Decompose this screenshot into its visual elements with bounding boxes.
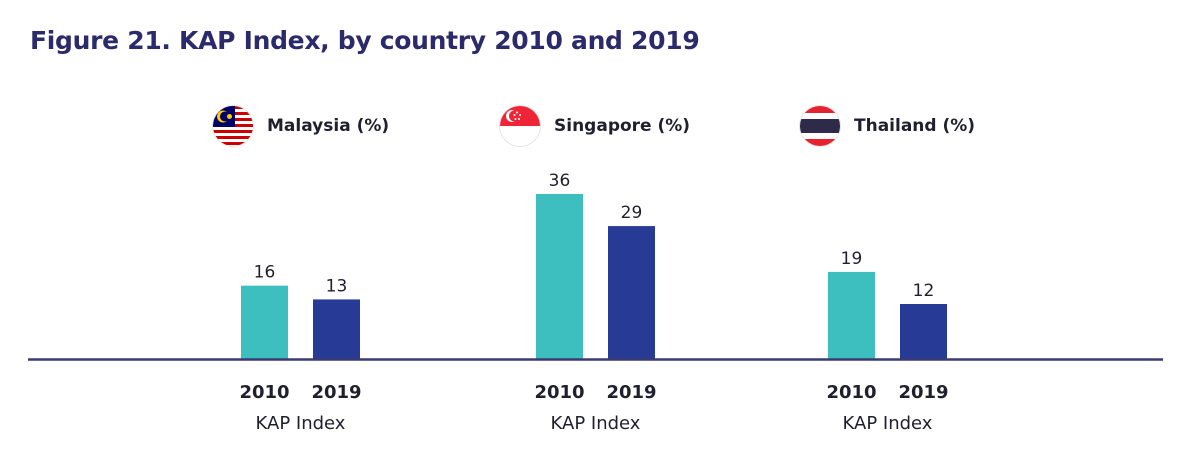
bar-singapore-2019 [608, 226, 655, 359]
data-label-thailand-2019: 12 [913, 281, 935, 301]
singapore-flag-icon [500, 106, 540, 146]
group-label-thailand: KAP Index [843, 413, 933, 434]
legend-label-singapore: Singapore (%) [554, 116, 691, 136]
tick-label-singapore-2010: 2010 [534, 382, 584, 403]
group-label-malaysia: KAP Index [256, 413, 346, 434]
group-label-singapore: KAP Index [551, 413, 641, 434]
bar-malaysia-2019 [313, 299, 360, 359]
legend-item-thailand: Thailand (%) [800, 106, 975, 146]
bar-malaysia-2010 [241, 285, 288, 359]
tick-label-thailand-2019: 2019 [898, 382, 948, 403]
tick-label-singapore-2019: 2019 [606, 382, 656, 403]
tick-label-malaysia-2010: 2010 [239, 382, 289, 403]
tick-label-malaysia-2019: 2019 [311, 382, 361, 403]
legend-item-singapore: Singapore (%) [500, 106, 690, 146]
labels-layer: 16 2010 13 2019 KAP Index 36 2010 29 2019 KAP Ind… [239, 171, 948, 434]
malaysia-flag-icon [213, 106, 253, 146]
data-label-singapore-2019: 29 [621, 203, 643, 223]
data-label-thailand-2010: 19 [841, 249, 863, 269]
thailand-flag-icon [800, 106, 840, 146]
bar-thailand-2019 [900, 304, 947, 359]
legend-label-thailand: Thailand (%) [854, 116, 976, 136]
bars-layer [241, 194, 947, 359]
data-label-malaysia-2010: 16 [254, 263, 276, 283]
bar-singapore-2010 [536, 194, 583, 359]
bar-thailand-2010 [828, 271, 875, 359]
data-label-singapore-2010: 36 [549, 171, 571, 191]
legend-label-malaysia: Malaysia (%) [267, 116, 390, 136]
tick-label-thailand-2010: 2010 [826, 382, 876, 403]
legend-item-malaysia: Malaysia (%) [213, 106, 389, 146]
data-label-malaysia-2019: 13 [326, 276, 348, 296]
chart-title: Figure 21. KAP Index, by country 2010 an… [30, 26, 700, 55]
